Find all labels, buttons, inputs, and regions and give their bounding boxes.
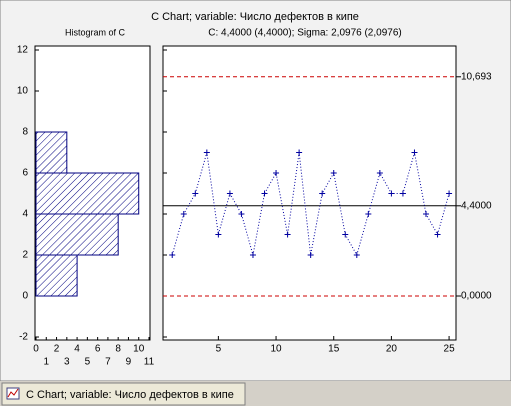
point-marker [353, 252, 360, 258]
x-tick-label: 15 [328, 344, 340, 355]
x-tick-label: 3 [64, 357, 70, 368]
point-marker [319, 190, 326, 197]
limit-label: 10,693 [461, 71, 492, 82]
point-marker [388, 190, 395, 197]
tab[interactable] [1, 382, 246, 406]
chart-title: C Chart; variable: Число дефектов в кипе [151, 11, 359, 23]
limit-label: 4,4000 [461, 200, 492, 211]
y-tick-label: 10 [17, 86, 29, 97]
x-tick-label: 1 [43, 357, 49, 368]
histogram-bar [35, 131, 68, 174]
tab-icon-line [7, 388, 19, 398]
point-marker [169, 252, 176, 258]
x-tick-label: 10 [133, 344, 145, 355]
point-marker [342, 231, 349, 238]
point-marker [423, 211, 430, 217]
control-panel [162, 45, 457, 341]
point-marker [192, 190, 199, 197]
x-tick-label: 10 [270, 344, 282, 355]
point-marker [411, 149, 418, 156]
y-tick-label: 8 [22, 127, 28, 138]
histogram-bar [35, 254, 78, 297]
point-marker [261, 190, 268, 197]
y-tick-label: 0 [22, 291, 28, 302]
point-marker [376, 170, 383, 176]
point-marker [284, 231, 291, 238]
histogram-title: Histogram of C [65, 27, 126, 37]
y-tick-label: 2 [22, 250, 28, 261]
point-marker [180, 211, 187, 217]
point-marker [249, 252, 256, 258]
point-marker [273, 170, 280, 176]
point-marker [446, 190, 453, 197]
histogram-bar [35, 213, 119, 256]
x-tick-label: 8 [115, 344, 121, 355]
x-tick-label: 6 [95, 344, 101, 355]
x-tick-label: 25 [444, 344, 456, 355]
point-marker [215, 231, 222, 238]
point-marker [434, 231, 441, 238]
point-marker [330, 170, 337, 176]
limit-label: 0,0000 [461, 291, 492, 302]
y-tick-label: 6 [22, 168, 28, 179]
x-tick-label: 7 [105, 357, 111, 368]
x-tick-label: 4 [74, 344, 80, 355]
y-tick-label: -2 [19, 332, 28, 343]
stats-label: C: 4,4000 (4,4000); Sigma: 2,0976 (2,097… [208, 28, 401, 39]
point-marker [226, 190, 233, 197]
x-tick-label: 5 [216, 344, 222, 355]
y-tick-label: 4 [22, 209, 28, 220]
x-tick-label: 2 [54, 344, 60, 355]
point-marker [307, 252, 314, 258]
y-tick-label: 12 [17, 45, 29, 56]
x-tick-label: 20 [386, 344, 398, 355]
x-tick-label: 11 [144, 357, 155, 368]
x-tick-label: 5 [85, 357, 91, 368]
point-marker [399, 190, 406, 197]
x-tick-label: 9 [126, 357, 132, 368]
histogram-bar [35, 172, 140, 215]
x-tick-label: 0 [33, 344, 39, 355]
point-marker [238, 211, 245, 217]
point-marker [203, 149, 210, 156]
point-marker [365, 211, 372, 217]
point-marker [296, 149, 303, 156]
tab-label[interactable]: C Chart; variable: Число дефектов в кипе [26, 389, 234, 401]
